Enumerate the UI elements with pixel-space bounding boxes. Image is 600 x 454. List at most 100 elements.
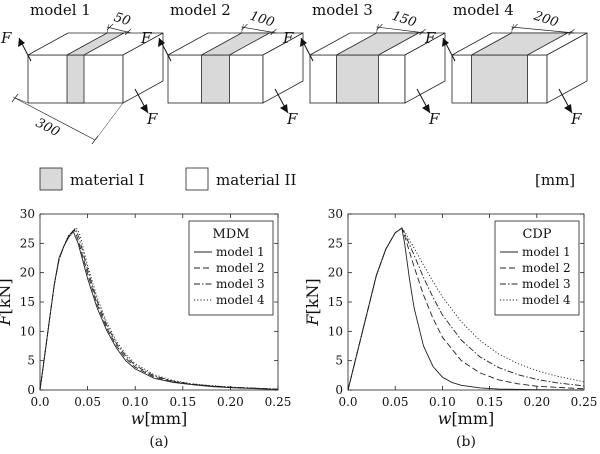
legend-entry-model-3: model 3: [216, 277, 265, 291]
force-arrow-right-head: [564, 104, 572, 113]
x-axis-label: w[mm]: [131, 409, 188, 428]
y-axis-variable: F: [0, 314, 14, 327]
series-line-model-3: [347, 227, 585, 391]
force-label-right: F: [286, 110, 298, 128]
length-tick: [91, 135, 99, 145]
x-axis-unit: [mm]: [451, 409, 494, 428]
y-tick-label: 0: [27, 383, 35, 397]
force-arrow-right-head: [422, 104, 430, 113]
legend-entry-model-4: model 4: [216, 293, 265, 307]
y-tick-label: 30: [328, 207, 343, 221]
y-tick-label: 0: [335, 383, 343, 397]
dimension-tick: [241, 23, 248, 31]
x-tick-label: 0.20: [217, 395, 244, 409]
model-2-diagram: model 2 F F 100: [140, 1, 304, 128]
y-axis-unit: [kN]: [303, 278, 322, 314]
model-4-title: model 4: [453, 1, 514, 19]
x-axis-unit: [mm]: [144, 409, 187, 428]
force-arrow-left-head: [18, 38, 25, 47]
legend-entry-model-1: model 1: [216, 245, 265, 259]
length-tick: [11, 93, 19, 103]
force-label-right: F: [146, 110, 158, 128]
y-axis-variable: F: [303, 314, 322, 327]
dimension-extension: [106, 23, 110, 34]
model-2-title: model 2: [170, 1, 231, 19]
dimension-tick: [106, 23, 114, 31]
model-1-title: model 1: [30, 1, 91, 19]
x-tick-label: 0.25: [265, 395, 292, 409]
material-1-front: [201, 54, 230, 104]
dimension-tick: [511, 23, 518, 31]
legend-entry-model-4: model 4: [522, 293, 571, 307]
force-arrow-left-head: [442, 38, 449, 47]
model-4-diagram: model 4 F F 200: [424, 1, 588, 128]
dimension-tick: [124, 28, 132, 36]
legend-title: CDP: [522, 227, 551, 242]
force-label-left: F: [282, 29, 294, 47]
legend-entry-model-3: model 3: [522, 277, 571, 291]
legend-entry-model-2: model 2: [522, 261, 571, 275]
dimension-tick: [419, 28, 426, 36]
force-label-left: F: [140, 29, 152, 47]
y-tick-label: 15: [328, 295, 343, 309]
dimension-label: 200: [531, 8, 560, 30]
material-1-front: [471, 54, 528, 104]
x-tick-label: 0.05: [74, 395, 101, 409]
y-axis-unit: [kN]: [0, 278, 14, 314]
block-end-face: [404, 32, 446, 104]
x-axis-variable: w: [438, 409, 452, 428]
series-line-model-2: [347, 227, 585, 391]
x-tick-label: 0.20: [523, 395, 550, 409]
dimension-line: [511, 26, 575, 34]
dimension-extension: [269, 30, 275, 34]
material-legend: material I material II [mm]: [39, 167, 575, 191]
dimension-extension: [511, 23, 514, 34]
block-end-face: [122, 32, 164, 104]
force-label-left: F: [0, 29, 12, 47]
material-1-front: [336, 54, 379, 104]
y-axis-label: F[kN]: [303, 278, 322, 326]
legend-entry-model-2: model 2: [216, 261, 265, 275]
x-tick-label: 0.0: [338, 395, 357, 409]
material-1-front: [66, 54, 85, 104]
unit-label: [mm]: [535, 171, 575, 189]
dimension-tick: [568, 28, 575, 36]
y-tick-label: 15: [20, 295, 35, 309]
x-tick-label: 0.25: [571, 395, 598, 409]
y-tick-label: 25: [328, 236, 343, 250]
y-axis-label: F[kN]: [0, 278, 14, 326]
y-tick-label: 20: [328, 266, 343, 280]
series-line-model-3: [39, 227, 279, 391]
x-axis-variable: w: [131, 409, 145, 428]
force-arrow-left-head: [158, 38, 165, 47]
panel-label: (a): [149, 434, 168, 450]
chart-b: 0.0 0.05 0.10 0.15 0.20 0.25 0 5 10 15 20 25 30 w[mm]…: [303, 207, 597, 450]
force-arrow-left-head: [300, 38, 307, 47]
material-2-label: material II: [216, 171, 296, 189]
force-arrow-right-head: [280, 104, 288, 113]
material-2-swatch: [185, 167, 209, 191]
x-tick-label: 0.15: [476, 395, 503, 409]
y-tick-label: 5: [27, 354, 35, 368]
dimension-label: 150: [390, 9, 418, 31]
force-label-right: F: [428, 110, 440, 128]
block-end-face: [546, 32, 588, 104]
material-1-swatch: [39, 167, 63, 191]
x-tick-label: 0.10: [122, 395, 149, 409]
block-end-face: [262, 32, 304, 104]
legend-title: MDM: [212, 227, 249, 242]
x-tick-label: 0.05: [382, 395, 409, 409]
length-label: 300: [33, 116, 62, 141]
y-tick-label: 25: [20, 236, 35, 250]
length-dimension-line: [14, 97, 96, 141]
x-tick-label: 0.0: [30, 395, 49, 409]
length-extension: [95, 102, 124, 140]
model-1-diagram: model 1 F F 50 300: [0, 1, 164, 145]
dimension-tick: [376, 23, 383, 31]
force-arrow-right-head: [140, 104, 148, 113]
dimension-line: [376, 26, 426, 34]
dimension-line: [241, 26, 277, 34]
x-tick-label: 0.10: [429, 395, 456, 409]
dimension-tick: [270, 28, 277, 36]
